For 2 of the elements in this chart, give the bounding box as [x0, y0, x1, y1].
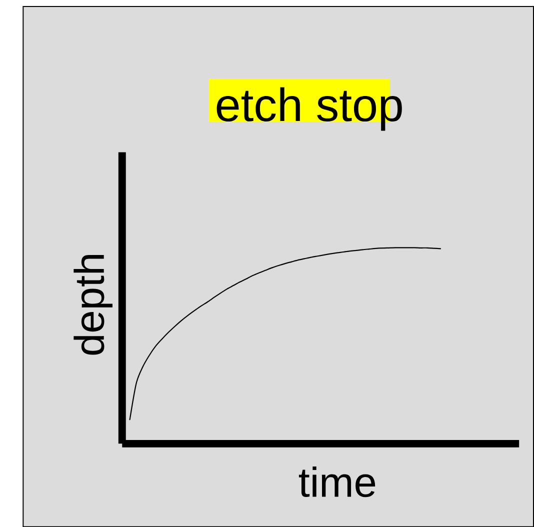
- y-axis-title: depth: [74, 254, 112, 355]
- x-axis-title: time: [298, 466, 376, 497]
